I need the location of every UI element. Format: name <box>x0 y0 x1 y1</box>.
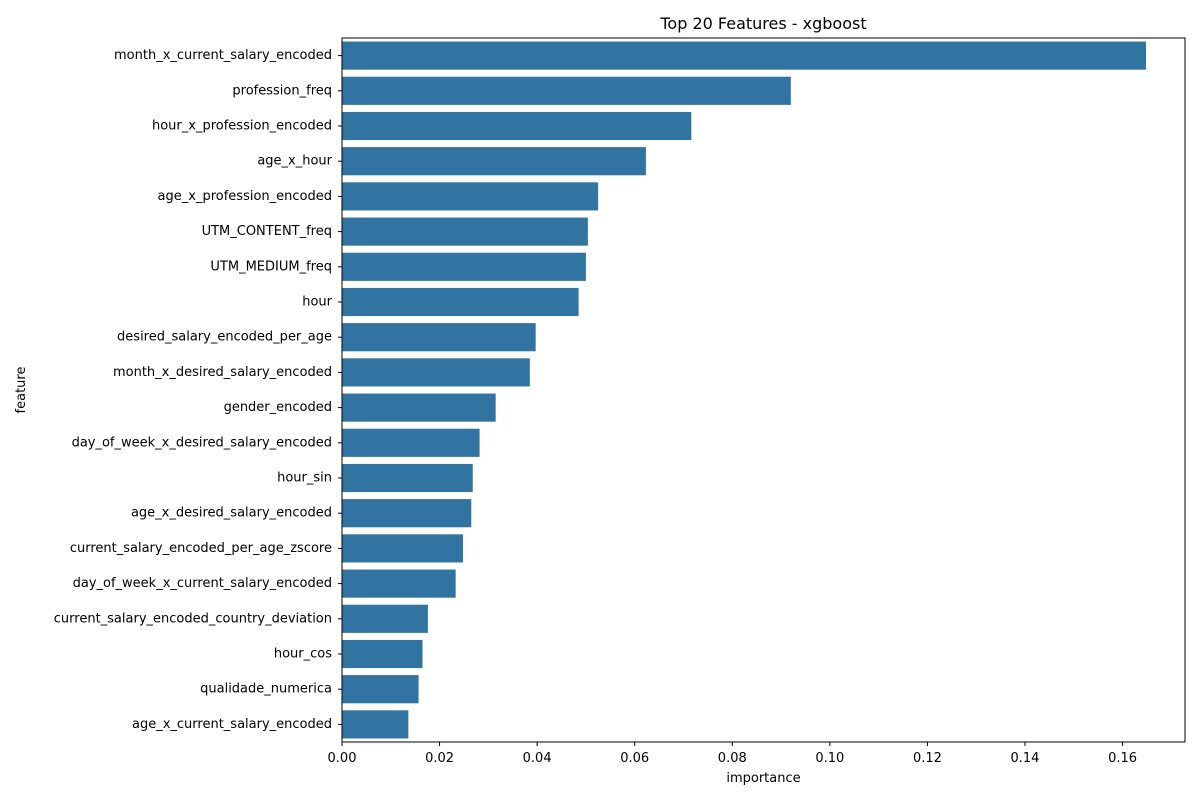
bar <box>342 147 646 176</box>
y-tick-label: hour_cos <box>274 647 332 662</box>
bar <box>342 287 579 317</box>
y-tick-label: age_x_profession_encoded <box>158 189 332 204</box>
bar <box>342 41 1146 70</box>
y-tick-label: current_salary_encoded_country_deviation <box>54 611 332 626</box>
bar <box>342 428 480 457</box>
y-tick-label: day_of_week_x_current_salary_encoded <box>73 576 332 591</box>
x-tick-label: 0.08 <box>718 751 747 766</box>
bar <box>342 675 419 704</box>
bar <box>342 76 791 105</box>
bar <box>342 463 473 493</box>
x-tick-label: 0.12 <box>913 751 942 766</box>
x-tick-label: 0.10 <box>815 751 844 766</box>
y-tick-label: desired_salary_encoded_per_age <box>117 330 332 345</box>
x-tick-label: 0.14 <box>1011 751 1040 766</box>
bar <box>342 323 536 352</box>
y-tick-label: hour_sin <box>277 471 332 486</box>
bar <box>342 252 586 281</box>
bar <box>342 499 472 528</box>
y-tick-label: age_x_desired_salary_encoded <box>131 506 332 521</box>
bar <box>342 604 428 633</box>
y-tick-label: age_x_hour <box>257 154 332 169</box>
x-tick-label: 0.00 <box>328 751 357 766</box>
bar <box>342 393 496 422</box>
chart-title: Top 20 Features - xgboost <box>659 14 866 33</box>
y-tick-label: UTM_CONTENT_freq <box>202 224 332 239</box>
y-tick-label: hour_x_profession_encoded <box>152 119 332 134</box>
y-axis-ticks: month_x_current_salary_encoded profession… <box>54 48 342 732</box>
x-axis-label: importance <box>726 771 800 786</box>
bar <box>342 182 599 211</box>
axes-frame <box>341 37 1186 743</box>
y-axis-label: feature <box>14 367 29 414</box>
y-tick-label: profession_freq <box>232 83 332 98</box>
bar-group <box>342 41 1146 739</box>
y-tick-label: age_x_current_salary_encoded <box>132 717 332 732</box>
bar <box>342 569 456 598</box>
x-tick-label: 0.04 <box>523 751 552 766</box>
bar <box>342 639 423 669</box>
y-tick-label: gender_encoded <box>224 400 332 415</box>
bar <box>342 217 588 246</box>
x-axis-ticks: 0.00 0.02 0.04 0.06 0.08 0.10 0.12 0.14 0.16 <box>328 742 1137 766</box>
bar <box>342 358 530 387</box>
bar <box>342 111 692 141</box>
y-tick-label: current_salary_encoded_per_age_zscore <box>70 541 332 556</box>
y-tick-label: UTM_MEDIUM_freq <box>210 259 332 274</box>
y-tick-label: month_x_current_salary_encoded <box>114 48 332 63</box>
x-tick-label: 0.06 <box>620 751 649 766</box>
bar <box>342 534 463 563</box>
y-tick-label: month_x_desired_salary_encoded <box>113 365 332 380</box>
x-tick-label: 0.02 <box>425 751 454 766</box>
y-tick-label: hour <box>302 295 332 310</box>
y-tick-label: qualidade_numerica <box>200 682 332 697</box>
bar <box>342 710 409 739</box>
x-tick-label: 0.16 <box>1108 751 1137 766</box>
y-tick-label: day_of_week_x_desired_salary_encoded <box>72 435 332 450</box>
